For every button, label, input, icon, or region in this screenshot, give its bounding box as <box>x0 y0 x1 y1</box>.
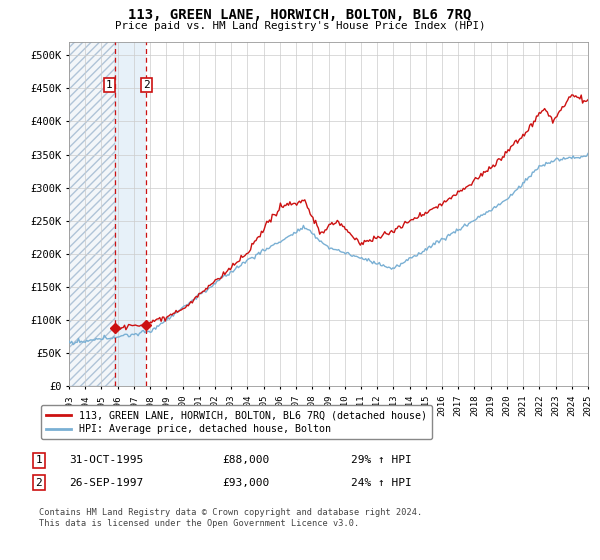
Text: 31-OCT-1995: 31-OCT-1995 <box>69 455 143 465</box>
Text: 1: 1 <box>35 455 43 465</box>
Legend: 113, GREEN LANE, HORWICH, BOLTON, BL6 7RQ (detached house), HPI: Average price, : 113, GREEN LANE, HORWICH, BOLTON, BL6 7R… <box>41 405 432 440</box>
Text: 1: 1 <box>106 80 113 90</box>
Text: 2: 2 <box>143 80 150 90</box>
Text: 26-SEP-1997: 26-SEP-1997 <box>69 478 143 488</box>
Bar <box>69 42 115 386</box>
Bar <box>115 42 146 386</box>
Text: £88,000: £88,000 <box>222 455 269 465</box>
Text: 24% ↑ HPI: 24% ↑ HPI <box>351 478 412 488</box>
Text: 2: 2 <box>35 478 43 488</box>
Bar <box>69 42 115 386</box>
Text: 113, GREEN LANE, HORWICH, BOLTON, BL6 7RQ: 113, GREEN LANE, HORWICH, BOLTON, BL6 7R… <box>128 8 472 22</box>
Text: £93,000: £93,000 <box>222 478 269 488</box>
Text: Contains HM Land Registry data © Crown copyright and database right 2024.
This d: Contains HM Land Registry data © Crown c… <box>39 508 422 528</box>
Text: Price paid vs. HM Land Registry's House Price Index (HPI): Price paid vs. HM Land Registry's House … <box>115 21 485 31</box>
Text: 29% ↑ HPI: 29% ↑ HPI <box>351 455 412 465</box>
